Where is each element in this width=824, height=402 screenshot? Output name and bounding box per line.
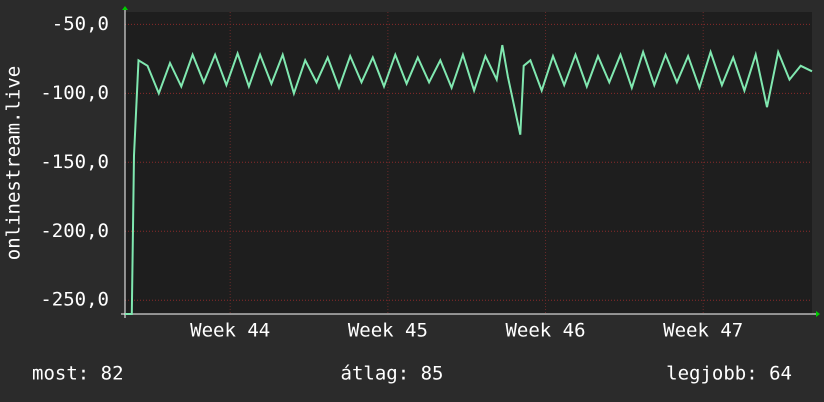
y-axis-label: onlinestream.live <box>3 66 25 260</box>
x-axis-arrow <box>816 311 820 317</box>
x-tick-label: Week 46 <box>505 320 585 342</box>
footer-average: átlag: 85 <box>341 363 444 385</box>
y-tick-label: -200,0 <box>40 220 109 242</box>
x-tick-label: Week 44 <box>190 320 270 342</box>
y-axis-arrow <box>122 6 128 10</box>
data-line <box>125 44 813 315</box>
y-tick-label: -100,0 <box>40 82 109 104</box>
footer-best: legjobb: 64 <box>666 363 792 385</box>
y-tick-label: -250,0 <box>40 289 109 311</box>
plot-area <box>125 12 812 314</box>
y-tick-label: -50,0 <box>52 13 109 35</box>
x-tick-label: Week 47 <box>663 320 743 342</box>
y-tick-label: -150,0 <box>40 151 109 173</box>
x-tick-label: Week 45 <box>348 320 428 342</box>
footer-current: most: 82 <box>32 363 124 385</box>
